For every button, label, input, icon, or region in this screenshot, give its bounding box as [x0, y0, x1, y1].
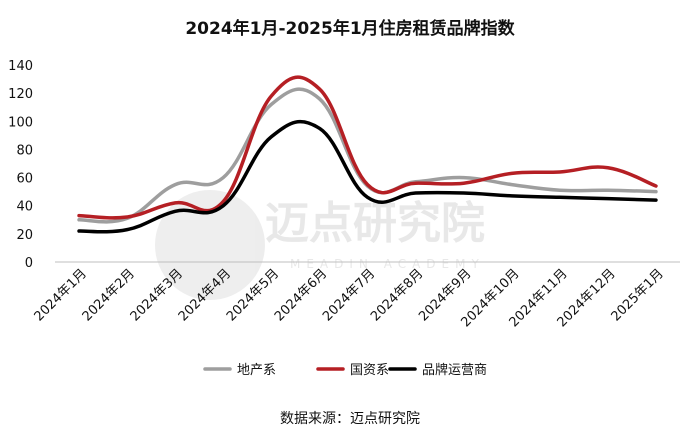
y-tick-label: 140: [8, 59, 33, 74]
series-layer: [77, 75, 658, 234]
legend: 地产系 国资系 品牌运营商: [203, 362, 487, 378]
y-tick-label: 120: [8, 87, 33, 102]
y-tick-label: 0: [25, 256, 33, 271]
series-line: [77, 75, 658, 220]
watermark-subtext: MEADIN ACADEMY: [290, 257, 485, 271]
legend-label: 品牌运营商: [422, 362, 487, 378]
y-tick-label: 100: [8, 115, 33, 130]
y-tick-label: 80: [16, 143, 33, 158]
y-tick-label: 20: [16, 228, 33, 243]
y-axis: 0 20 40 60 80 100 120 140: [8, 59, 33, 271]
chart-title: 2024年1月-2025年1月住房租赁品牌指数: [185, 18, 515, 39]
legend-label: 国资系: [350, 363, 389, 378]
x-tick-label: 2025年1月: [609, 266, 667, 324]
x-axis: 2024年1月2024年2月2024年3月2024年4月2024年5月2024年…: [32, 261, 680, 330]
y-tick-label: 40: [16, 200, 33, 215]
legend-label: 地产系: [237, 363, 276, 378]
watermark-logo: [155, 190, 265, 300]
y-tick-label: 60: [16, 172, 33, 187]
series-line: [77, 119, 658, 234]
watermark-text: 迈点研究院: [265, 198, 485, 249]
watermark: 迈点研究院 MEADIN ACADEMY: [155, 190, 485, 300]
source-note: 数据来源：迈点研究院: [280, 411, 420, 427]
